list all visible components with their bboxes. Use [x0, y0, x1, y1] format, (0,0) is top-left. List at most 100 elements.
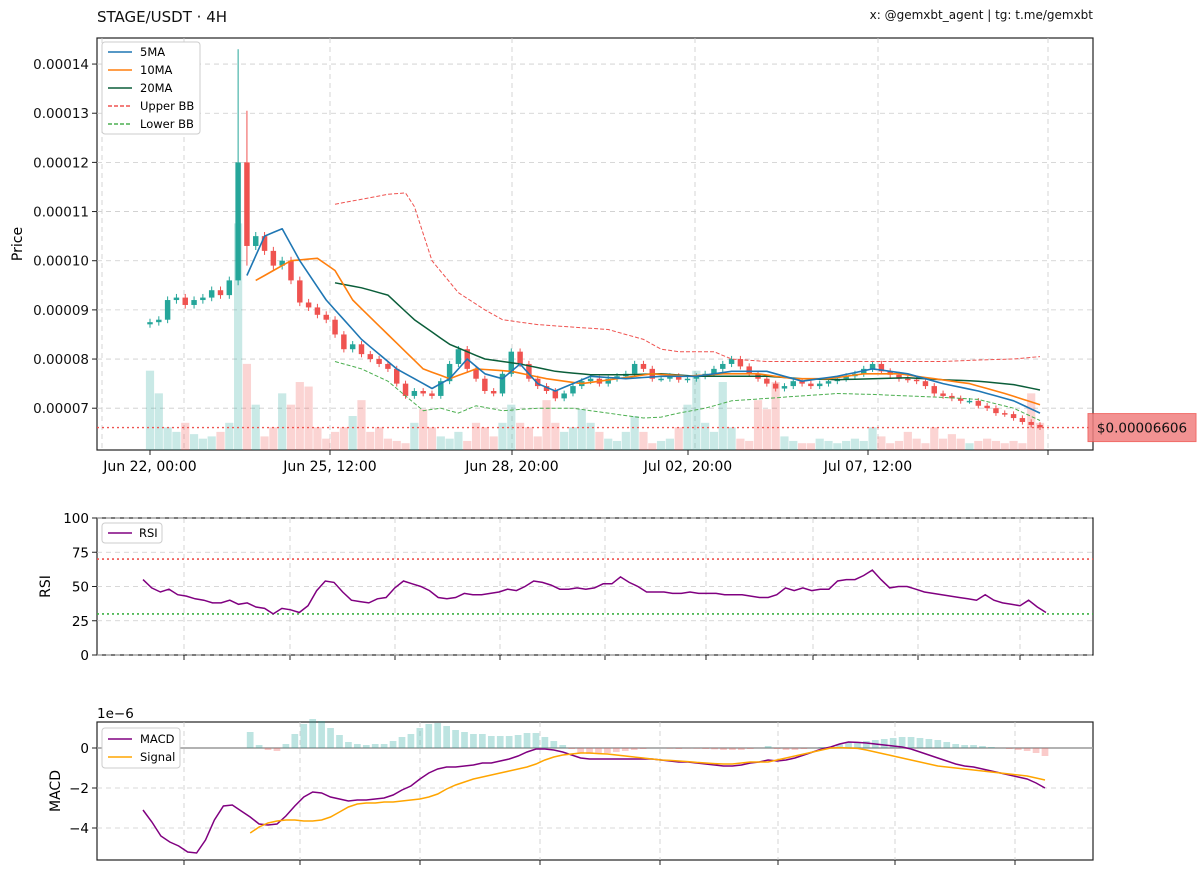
volume-bar	[339, 427, 348, 450]
candle-body	[905, 378, 911, 381]
macd-histogram-bar	[505, 736, 513, 748]
volume-bar	[586, 422, 595, 450]
macd-histogram-bar	[586, 748, 593, 754]
macd-histogram-bar	[362, 745, 370, 748]
candle-body	[191, 300, 197, 305]
volume-bar	[445, 438, 454, 450]
volume-bar	[375, 427, 384, 450]
macd-histogram-bar	[353, 744, 361, 748]
candle-body	[147, 322, 153, 325]
macd-histogram-bar	[889, 738, 897, 748]
candle-body	[1002, 413, 1008, 415]
macd-line	[142, 741, 1046, 854]
macd-histogram-bar	[327, 728, 334, 748]
volume-bar	[938, 438, 948, 450]
upper-bb-line	[334, 192, 1041, 362]
macd-histogram-bar	[273, 748, 281, 751]
macd-histogram-bar	[934, 740, 942, 748]
volume-bar	[815, 438, 824, 450]
volume-bar	[850, 438, 860, 450]
price-ytick-label: 0.00012	[33, 155, 89, 171]
candle-body	[244, 162, 250, 246]
current-price-tag	[1087, 413, 1197, 443]
candle-body	[429, 393, 435, 396]
candle-body	[587, 378, 594, 382]
price-ytick-label: 0.00008	[33, 352, 89, 368]
volume-bar	[401, 443, 410, 450]
volume-bar	[419, 409, 428, 450]
macd-histogram-bar	[461, 732, 468, 748]
macd-histogram-bar	[496, 736, 504, 748]
price-ytick-label: 0.00009	[33, 303, 89, 319]
price-ytick-label: 0.00011	[33, 205, 89, 221]
volume-bar	[780, 436, 789, 450]
candle-body	[402, 383, 409, 396]
volume-bar	[639, 431, 648, 450]
macd-histogram-bar	[595, 748, 602, 754]
volume-bar	[1009, 440, 1018, 450]
volume-bar	[921, 443, 930, 450]
ma10-line	[255, 257, 1041, 406]
price-legend-label: 10MA	[140, 63, 173, 77]
volume-bar	[313, 427, 322, 450]
macd-histogram-bar	[738, 748, 745, 750]
candle-body	[288, 260, 294, 281]
volume-bar	[463, 440, 472, 450]
candle-body	[517, 351, 523, 364]
volume-bar	[278, 393, 287, 450]
volume-bar	[392, 440, 401, 450]
macd-histogram-bar	[711, 748, 718, 750]
macd-histogram-bar	[720, 748, 727, 750]
volume-bar	[577, 409, 586, 450]
volume-bar	[930, 427, 939, 450]
price-legend-label: Lower BB	[140, 117, 194, 131]
macd-histogram-bar	[577, 748, 584, 753]
macd-histogram-bar	[836, 744, 843, 748]
candle-body	[764, 378, 770, 384]
candle-body	[182, 297, 188, 305]
candle-body	[799, 381, 805, 384]
macd-histogram-bar	[264, 748, 272, 750]
volume-bar	[674, 427, 683, 450]
price-xtick-label: Jun 22, 00:00	[102, 459, 196, 475]
candle-body	[367, 354, 374, 360]
macd-histogram-bar	[470, 734, 477, 748]
candle-body	[825, 381, 832, 384]
volume-bar	[595, 431, 604, 450]
price-ytick-label: 0.00007	[33, 401, 89, 417]
macd-histogram-bar	[1023, 748, 1031, 751]
candle-body	[790, 381, 796, 387]
macd-scale-label: 1e−6	[97, 706, 134, 722]
volume-bar	[709, 431, 719, 450]
volume-bar	[234, 223, 243, 450]
candle-body	[667, 376, 673, 379]
macd-histogram-bar	[845, 742, 852, 748]
volume-bar	[242, 363, 252, 450]
volume-bar	[507, 404, 516, 450]
macd-histogram-bar	[863, 741, 870, 748]
volume-bar	[198, 438, 207, 450]
candle-body	[957, 398, 964, 401]
rsi-legend-label: RSI	[139, 526, 158, 540]
volume-bar	[974, 440, 983, 450]
candle-body	[658, 378, 664, 381]
candle-body	[490, 391, 497, 394]
volume-bar	[612, 440, 622, 450]
volume-bar	[797, 443, 807, 450]
current-price-label: $0.00006606	[1097, 421, 1187, 437]
candle-body	[720, 363, 726, 369]
volume-bar	[436, 436, 445, 450]
price-legend-label: 20MA	[140, 81, 173, 95]
candle-body	[420, 391, 426, 394]
volume-bar	[912, 438, 921, 450]
macd-panel-frame	[96, 721, 1094, 861]
macd-histogram-bar	[675, 748, 683, 749]
volume-bar	[859, 440, 868, 450]
macd-histogram-bar	[425, 724, 433, 748]
macd-legend-box	[101, 727, 181, 769]
macd-ytick-label: 0	[80, 741, 89, 757]
volume-bar	[427, 427, 437, 450]
volume-bar	[833, 443, 842, 450]
price-legend-label: 5MA	[140, 45, 165, 59]
volume-bar	[727, 427, 736, 450]
